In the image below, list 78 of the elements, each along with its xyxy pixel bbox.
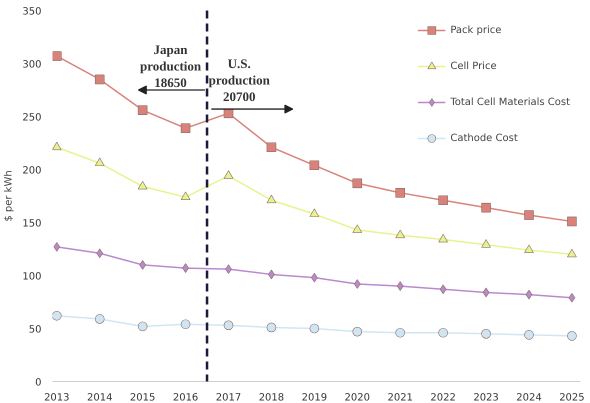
point (438, 328, 448, 338)
point (182, 263, 189, 273)
annotation: Japan production 18650 (140, 42, 202, 90)
point (310, 208, 320, 217)
point (482, 288, 490, 298)
point (352, 224, 362, 233)
y-tick-label: 50 (28, 324, 42, 336)
x-tick-label: 2015 (130, 392, 156, 403)
point (395, 188, 406, 198)
x-tick-label: 2018 (258, 392, 284, 403)
legend-label: Cell Price (450, 60, 497, 72)
point (481, 329, 491, 339)
point (138, 105, 148, 115)
point (524, 244, 534, 253)
point (224, 320, 234, 330)
point (225, 264, 232, 274)
y-tick-label: 250 (22, 112, 42, 124)
point (266, 142, 276, 152)
annotation: U.S. production 20700 (208, 56, 271, 104)
point (567, 216, 577, 226)
point (352, 326, 362, 336)
point (567, 331, 577, 341)
point (567, 248, 577, 258)
point (438, 195, 448, 206)
x-tick-label: 2017 (216, 392, 242, 403)
point (438, 234, 448, 242)
point (180, 192, 190, 200)
x-tick-label: 2025 (559, 392, 585, 403)
point (396, 281, 404, 291)
point (94, 314, 105, 324)
point (266, 322, 276, 332)
y-axis-title: $ per kWh (3, 170, 14, 222)
point (310, 160, 320, 170)
legend-label: Pack price (450, 24, 502, 36)
point (224, 108, 234, 118)
legend-label: Cathode Cost (450, 132, 518, 144)
point (52, 142, 62, 150)
point (224, 170, 234, 179)
point (52, 51, 62, 61)
point (524, 330, 534, 340)
y-tick-label: 300 (22, 60, 42, 70)
y-tick-label: 100 (22, 272, 42, 282)
x-tick-label: 2013 (44, 392, 70, 403)
point (481, 239, 491, 248)
point (268, 270, 275, 280)
point (139, 260, 146, 270)
point (526, 290, 532, 300)
point (96, 248, 104, 258)
x-tick-label: 2019 (302, 392, 328, 403)
point (354, 279, 361, 289)
point (180, 319, 190, 330)
x-tick-label: 2014 (86, 392, 112, 403)
point (395, 328, 406, 338)
point (481, 202, 491, 212)
point (138, 180, 148, 190)
point (524, 210, 534, 220)
point (310, 324, 320, 334)
point (94, 74, 105, 84)
y-tick-label: 200 (22, 166, 42, 176)
point (395, 230, 406, 238)
point (180, 123, 190, 133)
x-tick-label: 2021 (387, 392, 413, 403)
x-tick-label: 2024 (516, 392, 542, 403)
legend-label: Total Cell Materials Cost (450, 96, 570, 108)
point (138, 322, 148, 332)
point (352, 178, 362, 188)
point (52, 310, 62, 321)
x-tick-label: 2023 (473, 392, 499, 403)
y-tick-label: 0 (35, 378, 42, 388)
y-tick-label: 350 (22, 6, 42, 18)
point (311, 272, 318, 282)
x-tick-label: 2016 (172, 392, 198, 403)
x-tick-label: 2020 (344, 392, 370, 403)
point (53, 242, 60, 252)
point (94, 158, 105, 166)
point (266, 194, 276, 204)
x-tick-label: 2022 (430, 392, 456, 403)
y-tick-label: 150 (22, 218, 42, 230)
